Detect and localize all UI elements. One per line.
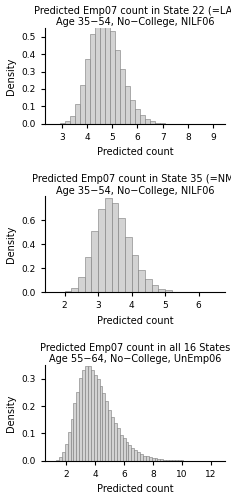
- Bar: [59, 457, 62, 461]
- Bar: [85, 258, 91, 292]
- Bar: [160, 459, 163, 461]
- Bar: [126, 442, 128, 461]
- Bar: [82, 370, 85, 461]
- Bar: [91, 370, 94, 461]
- Bar: [88, 366, 91, 461]
- Bar: [60, 123, 65, 124]
- Bar: [70, 420, 73, 461]
- Y-axis label: Density: Density: [6, 394, 15, 432]
- Bar: [155, 458, 157, 461]
- Bar: [105, 15, 110, 124]
- Bar: [132, 256, 138, 292]
- Bar: [160, 123, 165, 124]
- Bar: [62, 452, 65, 461]
- Bar: [150, 121, 155, 124]
- Bar: [76, 392, 79, 461]
- Bar: [169, 460, 172, 461]
- Bar: [100, 386, 102, 461]
- Bar: [145, 119, 150, 124]
- Bar: [149, 458, 152, 461]
- Bar: [112, 202, 118, 292]
- Bar: [172, 460, 175, 461]
- Bar: [75, 104, 80, 124]
- X-axis label: Predicted count: Predicted count: [97, 148, 173, 158]
- Bar: [111, 416, 114, 461]
- Bar: [98, 210, 105, 292]
- Bar: [68, 432, 70, 461]
- Bar: [145, 280, 152, 292]
- Bar: [140, 454, 143, 461]
- Bar: [165, 290, 172, 292]
- Title: Predicted Emp07 count in all 16 States
Age 55−64, No−College, UnEmp06: Predicted Emp07 count in all 16 States A…: [40, 342, 230, 364]
- Bar: [123, 438, 126, 461]
- X-axis label: Predicted count: Predicted count: [97, 484, 173, 494]
- Bar: [134, 450, 137, 461]
- Bar: [110, 31, 115, 124]
- Bar: [157, 459, 160, 461]
- Bar: [65, 121, 70, 124]
- Bar: [115, 50, 120, 124]
- Bar: [79, 378, 82, 461]
- Bar: [95, 16, 100, 124]
- Bar: [146, 456, 149, 461]
- Bar: [71, 288, 78, 292]
- Bar: [91, 232, 98, 292]
- Bar: [137, 452, 140, 461]
- Bar: [105, 198, 112, 292]
- Bar: [73, 403, 76, 461]
- Bar: [152, 458, 155, 461]
- Bar: [140, 115, 145, 124]
- Bar: [155, 122, 160, 124]
- Bar: [131, 448, 134, 461]
- Bar: [128, 446, 131, 461]
- Bar: [158, 288, 165, 292]
- Y-axis label: Density: Density: [6, 226, 15, 263]
- Bar: [130, 100, 135, 124]
- Bar: [105, 401, 108, 461]
- Bar: [80, 84, 85, 124]
- Bar: [163, 460, 166, 461]
- Bar: [125, 238, 132, 292]
- Bar: [100, 10, 105, 124]
- Bar: [114, 423, 117, 461]
- Bar: [85, 59, 90, 124]
- Bar: [120, 435, 123, 461]
- Bar: [135, 108, 140, 124]
- Bar: [70, 116, 75, 124]
- Bar: [78, 277, 85, 292]
- Bar: [94, 374, 97, 461]
- Bar: [143, 456, 146, 461]
- Title: Predicted Emp07 count in State 22 (=LA)
Age 35−54, No−College, NILF06: Predicted Emp07 count in State 22 (=LA) …: [34, 6, 231, 27]
- Bar: [65, 444, 68, 461]
- Title: Predicted Emp07 count in State 35 (=NM)
Age 35−54, No−College, NILF06: Predicted Emp07 count in State 35 (=NM) …: [32, 174, 231, 196]
- X-axis label: Predicted count: Predicted count: [97, 316, 173, 326]
- Bar: [90, 34, 95, 124]
- Bar: [138, 270, 145, 292]
- Bar: [102, 393, 105, 461]
- Bar: [117, 428, 120, 461]
- Bar: [125, 86, 130, 124]
- Bar: [118, 218, 125, 292]
- Y-axis label: Density: Density: [6, 57, 15, 94]
- Bar: [56, 460, 59, 461]
- Bar: [108, 410, 111, 461]
- Bar: [97, 380, 100, 461]
- Bar: [120, 69, 125, 124]
- Bar: [166, 460, 169, 461]
- Bar: [85, 366, 88, 461]
- Bar: [152, 285, 158, 292]
